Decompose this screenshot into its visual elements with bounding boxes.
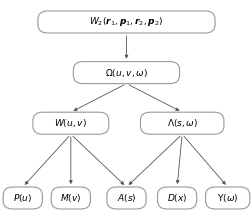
FancyBboxPatch shape — [157, 187, 196, 209]
FancyBboxPatch shape — [33, 112, 108, 134]
Text: $\Upsilon(\omega)$: $\Upsilon(\omega)$ — [216, 192, 237, 204]
FancyBboxPatch shape — [3, 187, 42, 209]
Text: $D(x)$: $D(x)$ — [166, 192, 187, 204]
FancyBboxPatch shape — [51, 187, 90, 209]
FancyBboxPatch shape — [140, 112, 223, 134]
Text: $W(u, v)$: $W(u, v)$ — [54, 117, 87, 129]
Text: $A(s)$: $A(s)$ — [116, 192, 136, 204]
Text: $\Omega(u, v, \omega)$: $\Omega(u, v, \omega)$ — [105, 67, 147, 79]
Text: $\Lambda(s, \omega)$: $\Lambda(s, \omega)$ — [166, 117, 197, 129]
Text: $M(v)$: $M(v)$ — [60, 192, 81, 204]
Text: $P(u)$: $P(u)$ — [13, 192, 32, 204]
FancyBboxPatch shape — [106, 187, 146, 209]
Text: $W_2(\boldsymbol{r}_1, \boldsymbol{p}_1, \boldsymbol{r}_2, \boldsymbol{p}_2)$: $W_2(\boldsymbol{r}_1, \boldsymbol{p}_1,… — [89, 15, 163, 29]
FancyBboxPatch shape — [73, 62, 179, 84]
FancyBboxPatch shape — [38, 11, 214, 33]
FancyBboxPatch shape — [205, 187, 249, 209]
